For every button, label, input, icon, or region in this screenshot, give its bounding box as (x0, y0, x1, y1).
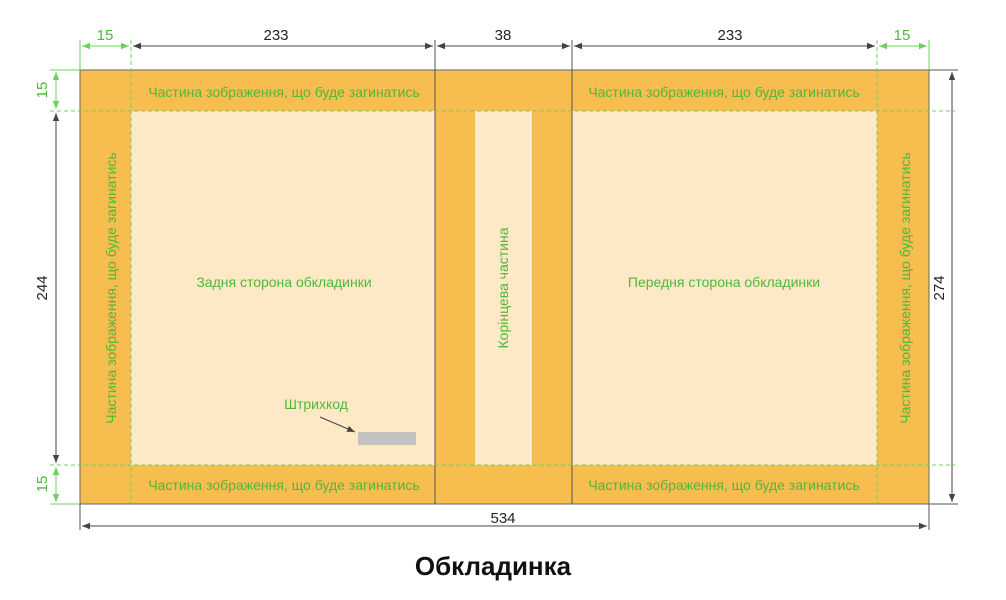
spine-panel (476, 111, 531, 465)
fold-label-right: Частина зображення, що буде загинатись (897, 152, 913, 423)
dim-left-top-fold: 15 (34, 82, 51, 99)
dim-top-left-fold: 15 (97, 27, 114, 44)
dim-top-right-fold: 15 (894, 27, 911, 44)
bottom-dimension-line (79, 504, 930, 530)
barcode-placeholder (358, 432, 416, 445)
fold-guides (50, 40, 955, 504)
right-dimension-line (929, 69, 958, 505)
dim-front-width: 233 (717, 27, 742, 44)
dim-back-width: 233 (263, 27, 288, 44)
barcode-label: Штрихкод (284, 396, 348, 412)
fold-label-top-right: Частина зображення, що буде загинатись (588, 84, 859, 100)
front-cover-panel (572, 111, 877, 465)
fold-label-top-left: Частина зображення, що буде загинатись (148, 84, 419, 100)
dim-spine-width: 38 (495, 27, 512, 44)
left-dimension-lines (50, 69, 80, 505)
back-cover-panel (131, 111, 435, 465)
front-cover-label: Передня сторона обкладинки (628, 274, 820, 290)
sheet-outline (79, 69, 930, 505)
fold-label-left: Частина зображення, що буде загинатись (103, 152, 119, 423)
back-cover-label: Задня сторона обкладинки (196, 274, 371, 290)
fold-label-bottom-left: Частина зображення, що буде загинатись (148, 477, 419, 493)
fold-label-bottom-right: Частина зображення, що буде загинатись (588, 477, 859, 493)
top-dimension-lines (79, 40, 930, 70)
spine-label: Корінцева частина (495, 227, 511, 348)
dim-total-width: 534 (490, 510, 515, 527)
dim-right-height: 274 (931, 275, 948, 300)
dim-left-height: 244 (34, 275, 51, 300)
barcode-pointer-arrow (319, 416, 356, 433)
diagram-title: Обкладинка (415, 551, 572, 581)
dim-left-bottom-fold: 15 (34, 476, 51, 493)
